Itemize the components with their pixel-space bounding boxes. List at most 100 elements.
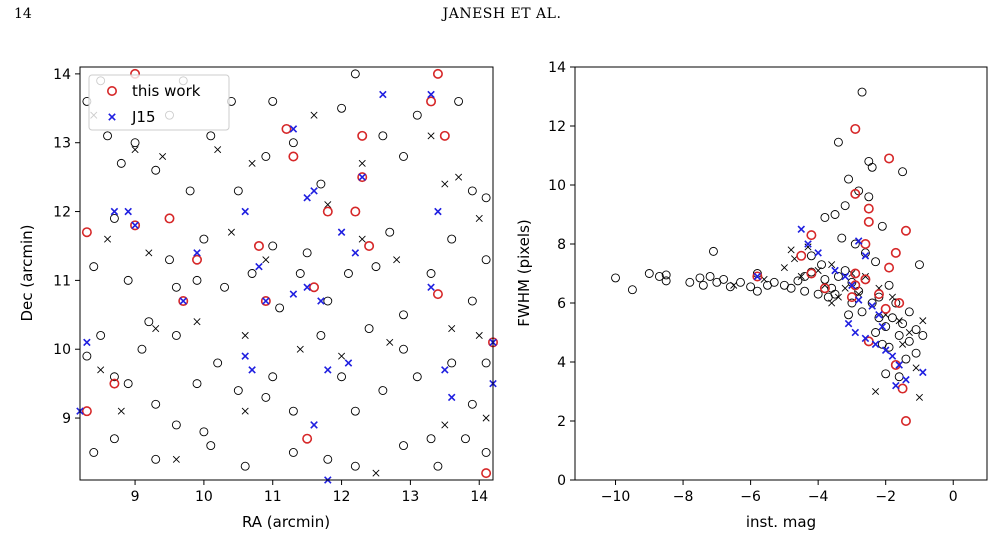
left-point-circle-black [192,275,202,285]
right-point-circle-black [685,277,695,287]
left-point-circle-black [213,358,223,368]
right-point-circle-red [796,250,807,261]
left-point-circle-black [399,152,408,161]
left-point-circle-black [467,296,477,306]
left-point-circle-red [357,172,368,183]
left-point-cross-blue [83,338,91,347]
right-point-circle-black [864,192,874,202]
right-x-tick-label: −8 [673,489,694,505]
left-point-cross-black [248,159,256,167]
right-point-circle-black [719,274,729,284]
right-plot-frame [574,66,988,481]
right-point-circle-black [857,307,867,317]
right-point-circle-black [817,260,826,270]
right-point-circle-red [850,188,861,199]
left-point-cross-blue [344,359,353,367]
right-point-cross-blue [875,311,883,319]
left-point-circle-red [309,282,320,293]
left-point-cross-black [214,146,222,154]
left-point-cross-blue [441,366,449,374]
left-point-circle-black [206,441,216,451]
right-point-cross-blue [881,346,890,354]
left-point-cross-blue [427,283,435,292]
left-point-cross-blue [434,207,442,216]
right-point-cross-black [872,387,880,396]
left-point-circle-red [481,468,492,479]
left-point-circle-black [199,427,209,437]
right-point-cross-blue [841,272,849,281]
left-y-tick-label: 9 [62,411,71,427]
right-point-circle-black [627,285,637,295]
right-point-circle-black [877,221,887,231]
right-x-axis-label: inst. mag [746,513,816,531]
page-number: 14 [14,6,32,22]
right-point-cross-blue [844,319,853,328]
right-point-circle-black [661,270,671,280]
right-point-circle-red [873,289,884,300]
left-point-cross-black [159,152,167,161]
right-point-circle-black [698,280,708,290]
left-point-circle-black [109,372,119,382]
left-point-circle-black [378,386,388,395]
right-x-tick-label: −4 [808,489,829,505]
right-point-cross-black [730,281,738,289]
right-point-circle-black [661,276,671,286]
left-point-cross-blue [241,352,249,360]
left-point-circle-black [288,406,298,416]
left-y-tick-label: 11 [53,273,71,289]
left-point-cross-black [358,235,366,243]
right-x-tick-label: 0 [949,489,958,505]
left-point-cross-blue [324,366,332,374]
right-point-cross-black [912,364,920,372]
left-x-tick-label: 9 [131,489,140,505]
left-y-tick-label: 10 [53,342,71,358]
right-point-circle-black [918,331,928,340]
right-point-cross-blue [854,296,863,304]
right-point-circle-black [837,233,847,243]
left-point-circle-black [323,296,333,306]
left-point-circle-red [192,254,203,265]
left-point-cross-blue [317,297,325,305]
left-x-tick-label: 10 [195,489,213,505]
right-x-tick-label: −6 [740,489,761,505]
right-point-circle-black [709,246,718,256]
left-point-cross-black [310,111,318,119]
right-y-axis-label: FWHM (pixels) [515,219,533,326]
left-point-cross-blue [447,393,456,402]
left-point-circle-black [275,303,285,313]
left-point-circle-black [123,379,133,389]
right-point-circle-black [904,307,914,317]
left-point-circle-black [171,282,181,292]
right-point-circle-black [911,348,921,358]
right-point-cross-black [828,299,836,307]
left-point-circle-red [260,296,271,307]
left-point-cross-blue [303,194,311,202]
legend-marker-this-work [107,86,118,97]
right-point-circle-black [911,325,921,334]
right-point-circle-black [820,212,830,222]
right-x-tick-label: −2 [875,489,896,505]
right-y-tick-label: 0 [557,473,566,489]
right-point-circle-black [746,282,756,292]
right-point-cross-blue [804,240,812,248]
left-point-circle-black [137,344,147,354]
left-point-circle-black [302,248,312,258]
right-point-circle-black [806,251,816,261]
left-point-circle-black [412,110,422,120]
right-point-circle-black [844,310,853,320]
right-point-cross-black [821,281,829,289]
right-point-circle-black [867,162,877,172]
right-y-tick-label: 6 [557,296,566,312]
right-point-circle-red [880,303,891,314]
left-point-circle-red [288,151,299,162]
left-point-circle-black [151,399,161,409]
left-point-circle-black [89,448,99,457]
left-point-circle-black [412,372,422,382]
left-point-circle-black [364,324,374,334]
left-point-circle-red [322,206,333,217]
right-point-circle-black [898,167,908,177]
left-point-cross-blue [310,421,318,429]
right-point-cross-black [834,293,842,301]
left-point-circle-black [206,131,216,141]
left-point-cross-blue [427,90,435,99]
